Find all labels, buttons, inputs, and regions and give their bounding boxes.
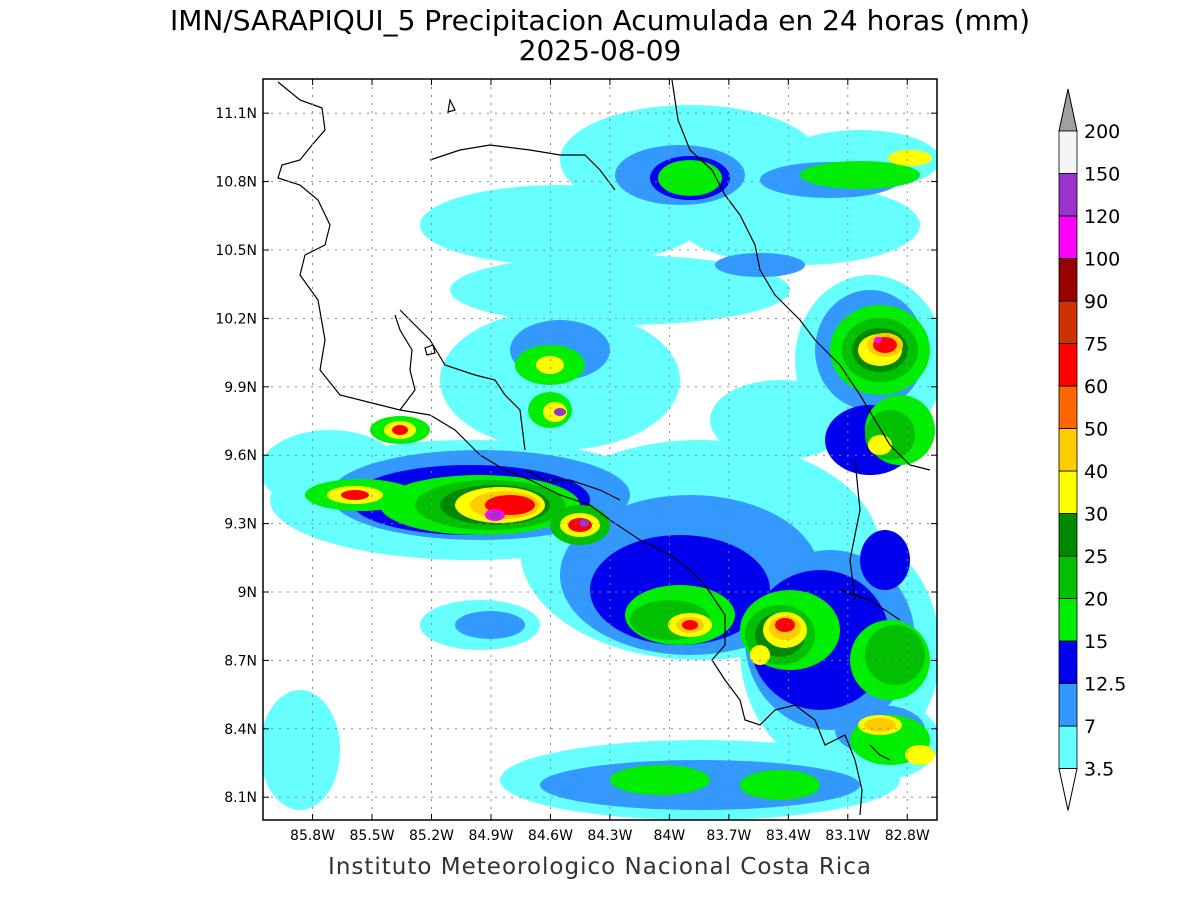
colorbar-swatch (1058, 385, 1078, 429)
colorbar-label: 7 (1084, 716, 1096, 738)
colorbar-swatch (1058, 300, 1078, 344)
colorbar-label: 30 (1084, 504, 1108, 526)
colorbar-swatch (1058, 513, 1078, 557)
colorbar-swatch (1058, 130, 1078, 174)
lat-tick-label: 11.1N (215, 106, 257, 122)
lon-tick-label: 84.9W (468, 828, 513, 844)
lat-tick-label: 10.2N (215, 311, 257, 327)
colorbar-swatch (1058, 258, 1078, 302)
colorbar-label: 120 (1084, 206, 1120, 228)
map-grid (263, 79, 937, 820)
lon-tick-label: 84.3W (587, 828, 632, 844)
precipitation-field (263, 105, 937, 820)
lat-tick-label: 8.7N (224, 653, 257, 669)
lat-tick-label: 9.3N (224, 517, 257, 533)
colorbar-label: 90 (1084, 291, 1108, 313)
colorbar-label: 20 (1084, 589, 1108, 611)
colorbar: 3.5 7 12.5 15 20 25 30 40 50 60 75 90 100 120 150 200 (1058, 88, 1126, 811)
lat-tick-label: 8.4N (224, 722, 257, 738)
lon-tick-label: 83.4W (766, 828, 811, 844)
lon-tick-label: 82.8W (885, 828, 930, 844)
colorbar-label: 3.5 (1084, 759, 1114, 781)
colorbar-min-arrow (1058, 768, 1078, 811)
lat-tick-label: 10.8N (215, 175, 257, 191)
lon-tick-label: 85.2W (409, 828, 454, 844)
colorbar-swatch (1058, 215, 1078, 259)
map-title: IMN/SARAPIQUI_5 Precipitacion Acumulada … (169, 4, 1031, 37)
colorbar-swatch (1058, 343, 1078, 387)
lon-tick-label: 85.5W (350, 828, 395, 844)
colorbar-swatch (1058, 173, 1078, 217)
colorbar-label: 15 (1084, 631, 1108, 653)
colorbar-label: 75 (1084, 334, 1108, 356)
lat-tick-label: 9.9N (224, 380, 257, 396)
footer-credit: Instituto Meteorologico Nacional Costa R… (328, 854, 872, 880)
colorbar-label: 100 (1084, 249, 1120, 271)
lat-tick-label: 8.1N (224, 790, 257, 806)
lon-tick-label: 84W (654, 828, 686, 844)
lon-tick-label: 83.7W (706, 828, 751, 844)
lon-tick-label: 84.6W (528, 828, 573, 844)
coastline (277, 79, 931, 816)
lat-tick-label: 10.5N (215, 243, 257, 259)
plot-frame (262, 78, 938, 821)
colorbar-label: 40 (1084, 461, 1108, 483)
colorbar-label: 150 (1084, 164, 1120, 186)
colorbar-swatch (1058, 725, 1078, 769)
colorbar-max-arrow (1058, 88, 1078, 132)
colorbar-label: 60 (1084, 376, 1108, 398)
lon-tick-label: 83.1W (825, 828, 870, 844)
lat-tick-label: 9.6N (224, 448, 257, 464)
lat-tick-label: 9N (238, 585, 257, 601)
lon-tick-label: 85.8W (290, 828, 335, 844)
latitude-axis: 8.1N 8.4N 8.7N 9N 9.3N 9.6N 9.9N 10.2N 10.5N 10.8… (215, 106, 937, 806)
colorbar-swatch (1058, 683, 1078, 727)
colorbar-swatch (1058, 598, 1078, 642)
colorbar-label: 12.5 (1084, 674, 1126, 696)
colorbar-label: 50 (1084, 419, 1108, 441)
colorbar-label: 200 (1084, 121, 1120, 143)
colorbar-swatch (1058, 470, 1078, 514)
map-date: 2025-08-09 (518, 34, 682, 67)
colorbar-swatch (1058, 640, 1078, 684)
longitude-axis: 85.8W 85.5W 85.2W 84.9W 84.6W 84.3W 84W 83.7W 83… (290, 79, 930, 844)
colorbar-label: 25 (1084, 546, 1108, 568)
colorbar-swatch (1058, 428, 1078, 472)
colorbar-swatch (1058, 555, 1078, 599)
